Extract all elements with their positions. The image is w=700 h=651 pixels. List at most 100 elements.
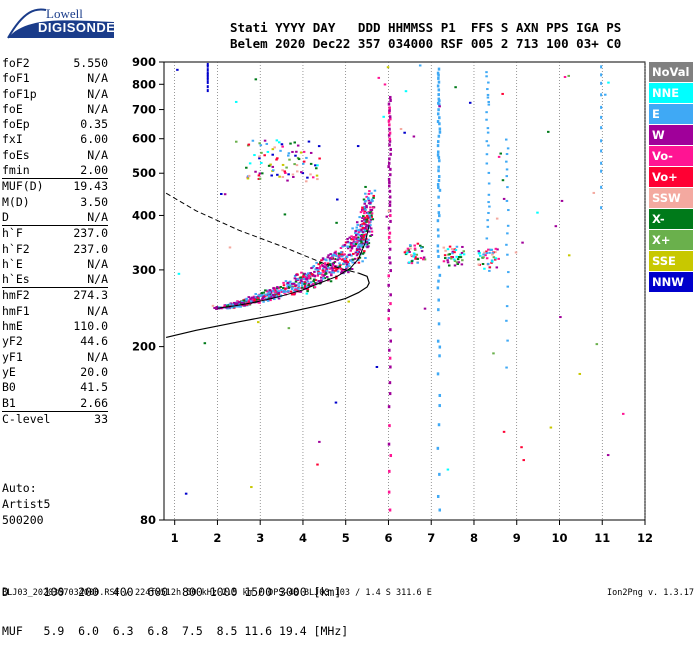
echo-point — [403, 251, 407, 254]
echo-point — [486, 93, 490, 96]
echo-point — [455, 255, 458, 258]
echo-point — [291, 282, 294, 285]
echo-point — [259, 294, 263, 297]
echo-point — [215, 307, 218, 310]
echo-point — [387, 309, 391, 313]
echo-point — [266, 299, 270, 302]
echo-point — [387, 274, 390, 278]
echo-point — [460, 251, 464, 254]
echo-point — [454, 86, 457, 89]
echo-point — [455, 261, 459, 264]
param-name: yF1 — [2, 349, 23, 364]
echo-point — [365, 230, 368, 233]
echo-point — [460, 263, 464, 266]
echo-point — [255, 298, 259, 301]
echo-point — [437, 423, 441, 427]
echo-point — [330, 271, 333, 274]
logo-top-text: Lowell — [46, 6, 83, 21]
param-value: N/A — [87, 349, 108, 364]
echo-point — [296, 170, 299, 173]
echo-point — [264, 297, 268, 300]
echo-point — [437, 97, 441, 101]
echo-point — [233, 302, 236, 305]
echo-point — [362, 238, 365, 241]
echo-point — [437, 80, 441, 84]
echo-point — [271, 153, 274, 156]
echo-point — [370, 212, 374, 215]
echo-point — [359, 245, 363, 248]
echo-point — [506, 186, 509, 189]
echo-point — [345, 259, 348, 262]
echo-point — [521, 241, 524, 244]
echo-point — [260, 292, 264, 295]
echo-point — [456, 258, 460, 261]
echo-point — [459, 253, 462, 256]
param-name: yF2 — [2, 334, 23, 349]
echo-point — [239, 305, 242, 308]
param-value: 20.0 — [80, 364, 108, 379]
echo-point — [281, 145, 284, 148]
echo-point — [358, 256, 362, 259]
echo-point — [300, 282, 304, 285]
param-name: M(D) — [2, 194, 30, 209]
x-tick-label: 11 — [594, 531, 610, 545]
echo-point — [291, 150, 294, 153]
echo-point — [455, 245, 459, 248]
echo-point — [505, 160, 508, 163]
echo-point — [496, 248, 499, 251]
echo-point — [448, 245, 452, 248]
x-tick-label: 7 — [427, 531, 435, 545]
echo-point — [258, 142, 261, 145]
echo-point — [371, 199, 374, 202]
echo-point — [492, 256, 496, 259]
echo-point — [341, 258, 344, 261]
echo-point — [238, 302, 242, 305]
echo-point — [211, 304, 215, 307]
echo-point — [300, 271, 303, 274]
param-name: foEs — [2, 147, 30, 162]
echo-point — [203, 342, 207, 345]
echo-point — [536, 211, 539, 214]
param-row-hf2: h`F2 237.0 — [2, 242, 108, 257]
echo-point — [450, 248, 454, 251]
echo-point — [416, 242, 420, 245]
echo-point — [345, 255, 349, 258]
echo-point — [453, 251, 456, 254]
echo-point — [334, 265, 337, 268]
echo-point — [301, 286, 304, 289]
echo-point — [287, 154, 290, 157]
echo-point — [326, 256, 330, 259]
echo-point — [260, 151, 263, 154]
echo-point — [362, 198, 366, 201]
echo-point — [302, 160, 306, 163]
echo-point — [314, 164, 317, 167]
param-name: B1 — [2, 395, 16, 410]
echo-point — [370, 233, 374, 236]
echo-point — [388, 469, 391, 473]
echo-point — [549, 426, 553, 429]
echo-point — [360, 229, 363, 232]
echo-point — [443, 254, 447, 257]
echo-point — [485, 118, 488, 121]
echo-point — [225, 304, 228, 307]
echo-point — [497, 257, 500, 260]
echo-point — [218, 306, 221, 309]
echo-point — [292, 175, 295, 178]
echo-point — [322, 274, 325, 277]
echo-point — [337, 257, 340, 260]
echo-point — [369, 206, 372, 209]
param-name: foF1 — [2, 71, 30, 86]
echo-point — [406, 247, 410, 250]
echo-point — [436, 150, 440, 154]
echo-point — [487, 144, 490, 147]
echo-point — [388, 240, 392, 244]
echo-point — [238, 301, 241, 304]
echo-point — [333, 253, 336, 256]
echo-point — [294, 287, 297, 290]
echo-point — [493, 258, 497, 261]
echo-point — [253, 154, 256, 157]
echo-point — [437, 298, 440, 302]
echo-point — [366, 217, 370, 220]
echo-point — [289, 290, 293, 293]
echo-point — [357, 236, 360, 239]
